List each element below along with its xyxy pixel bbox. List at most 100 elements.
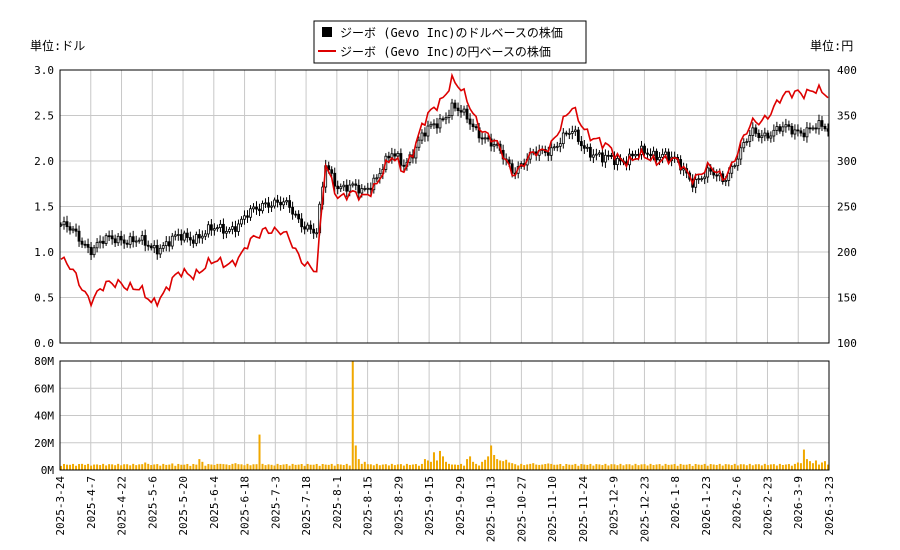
volume-bar — [87, 463, 90, 470]
volume-bar — [144, 462, 147, 470]
volume-bar — [429, 461, 432, 470]
candle-body — [778, 126, 782, 132]
volume-bar — [315, 463, 318, 470]
volume-bar — [198, 459, 201, 470]
volume-bar — [814, 460, 817, 470]
candle-body — [191, 239, 195, 244]
volume-bar — [216, 463, 219, 470]
candle-body — [634, 154, 637, 157]
legend-usd-swatch — [322, 27, 332, 37]
date-tick-label: 2026-2-23 — [761, 476, 774, 536]
candle-body — [152, 245, 156, 249]
volume-bar — [745, 465, 748, 470]
candle-body — [805, 127, 809, 138]
volume-bar — [249, 465, 252, 470]
candle-body — [700, 178, 704, 181]
candle-body — [817, 120, 821, 130]
volume-bar — [321, 464, 324, 470]
date-tick-label: 2025-11-24 — [577, 476, 590, 543]
candle-body — [658, 156, 661, 161]
volume-bar — [342, 464, 345, 470]
candle-body — [146, 244, 150, 247]
volume-bar — [652, 465, 655, 470]
volume-bar — [309, 464, 312, 470]
candle-body — [480, 137, 484, 140]
candle-body — [279, 201, 282, 206]
candle-body — [745, 141, 749, 143]
volume-bar — [252, 464, 255, 470]
candle-body — [225, 230, 228, 234]
candle-body — [715, 174, 719, 177]
date-tick-label: 2025-12-23 — [638, 476, 651, 542]
candle-body — [125, 242, 129, 245]
volume-bar — [405, 463, 408, 470]
volume-bar — [201, 461, 204, 470]
candle-body — [231, 226, 234, 230]
volume-bar — [291, 463, 294, 470]
candle-body — [814, 127, 818, 130]
candle-body — [706, 167, 710, 178]
candle-body — [288, 200, 291, 208]
candle-body — [375, 177, 379, 180]
candle-body — [252, 206, 255, 210]
candle-body — [95, 242, 99, 249]
date-tick-label: 2025-7-3 — [269, 476, 282, 529]
candle-body — [432, 123, 436, 126]
jpy-line-series — [60, 72, 829, 308]
volume-bar — [658, 464, 661, 470]
volume-bar — [312, 464, 315, 470]
candle-body — [450, 102, 454, 117]
volume-bar — [354, 445, 357, 470]
volume-bar — [63, 463, 66, 470]
candle-body — [65, 221, 69, 228]
candle-body — [591, 154, 595, 158]
volume-bar — [691, 465, 694, 470]
volume-bar — [123, 464, 126, 470]
volume-bar — [186, 463, 189, 470]
left-price-tick-label: 2.5 — [34, 110, 54, 123]
candle-body — [742, 142, 746, 149]
volume-bar — [538, 464, 541, 470]
date-tick-label: 2025-9-29 — [454, 476, 467, 536]
candle-body — [667, 151, 670, 161]
candle-body — [258, 208, 261, 212]
candle-body — [682, 168, 686, 171]
volume-bar — [300, 464, 303, 470]
candle-body — [273, 199, 276, 207]
grid-lines — [60, 70, 829, 470]
candle-body — [176, 234, 180, 236]
candle-body — [775, 126, 779, 131]
volume-bar — [511, 463, 514, 470]
volume-bar — [183, 464, 186, 470]
candle-body — [784, 124, 788, 128]
volume-bar — [529, 463, 532, 470]
volume-bar — [604, 463, 607, 470]
candle-body — [71, 228, 75, 231]
date-tick-label: 2026-3-23 — [823, 476, 836, 536]
candle-body — [766, 132, 770, 139]
candle-body — [751, 127, 755, 136]
candle-body — [736, 158, 740, 167]
candle-body — [216, 227, 219, 230]
volume-bar — [75, 465, 78, 470]
left-unit-label: 単位:ドル — [30, 38, 85, 53]
volume-bar — [411, 464, 414, 470]
candle-body — [769, 135, 773, 139]
candle-body — [616, 157, 619, 166]
candle-body — [462, 108, 466, 113]
right-price-tick-label: 150 — [837, 292, 857, 305]
candle-body — [459, 110, 463, 113]
volume-bar — [718, 463, 721, 470]
volume-bar — [523, 465, 526, 470]
volume-bar — [775, 465, 778, 470]
candle-body — [396, 153, 400, 157]
candle-body — [200, 235, 204, 239]
volume-bar — [565, 463, 568, 470]
volume-bar — [448, 463, 451, 470]
volume-bar — [772, 464, 775, 470]
volume-bar — [742, 464, 745, 470]
date-tick-label: 2025-8-15 — [362, 476, 375, 536]
candle-body — [285, 200, 288, 203]
price-panel-frame — [59, 69, 830, 344]
volume-bar — [438, 450, 441, 470]
